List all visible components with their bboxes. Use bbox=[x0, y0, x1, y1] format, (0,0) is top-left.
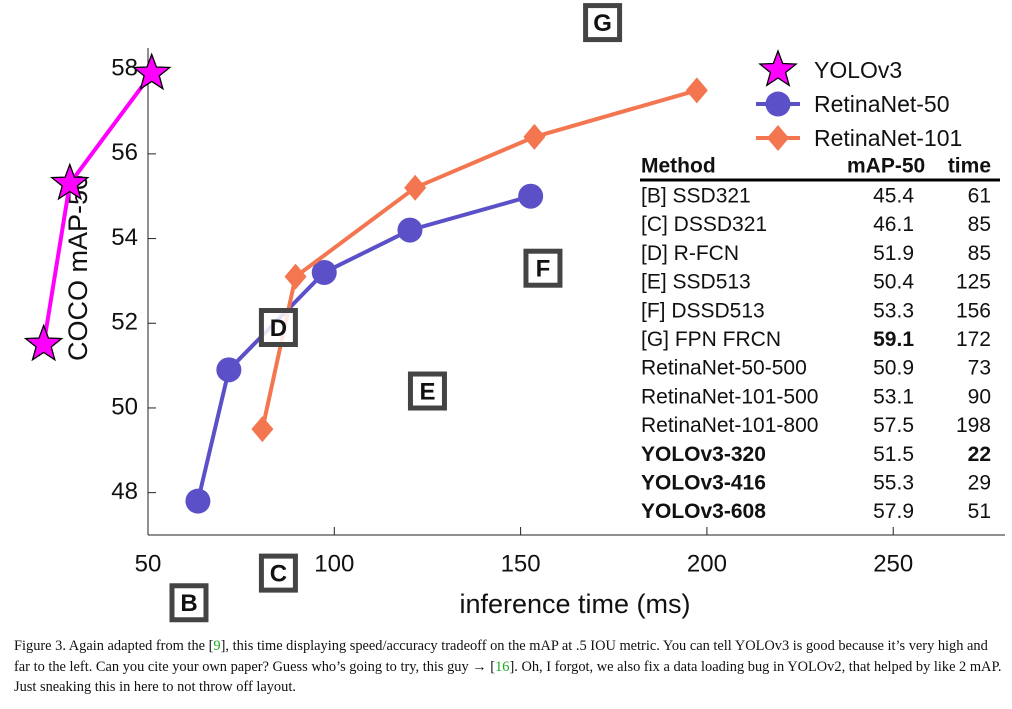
y-tick-label: 54 bbox=[111, 224, 138, 251]
legend-label: RetinaNet-101 bbox=[814, 125, 962, 151]
circle-marker bbox=[216, 357, 242, 383]
table-cell: 53.3 bbox=[873, 299, 914, 322]
series-line bbox=[260, 88, 698, 430]
x-tick-label: 50 bbox=[135, 550, 162, 577]
annotation-label: E bbox=[419, 378, 435, 405]
chart: inference time (ms) COCO mAP-50 50 100 150… bbox=[23, 3, 1005, 623]
table-header: time bbox=[948, 155, 991, 178]
table-cell: YOLOv3-416 bbox=[641, 472, 766, 495]
table-cell: 85 bbox=[968, 242, 991, 265]
table-cell: 55.3 bbox=[873, 472, 914, 495]
annotation-box bbox=[258, 307, 298, 347]
table-cell: [C] DSSD321 bbox=[641, 213, 767, 236]
diamond-marker bbox=[404, 174, 427, 201]
table-cell: 51 bbox=[968, 500, 991, 523]
table-cell: 45.4 bbox=[873, 185, 914, 208]
table-cell: 51.5 bbox=[873, 443, 914, 466]
star-marker bbox=[131, 52, 172, 91]
legend-marker bbox=[767, 125, 789, 151]
annotation-box bbox=[523, 248, 563, 288]
table-cell: 85 bbox=[968, 213, 991, 236]
annotation-box bbox=[258, 553, 298, 593]
table-cell: 198 bbox=[956, 414, 991, 437]
x-tick-label: 250 bbox=[873, 550, 913, 577]
table-cell: [F] DSSD513 bbox=[641, 299, 765, 322]
citation: 16 bbox=[495, 658, 510, 675]
star-marker bbox=[49, 162, 90, 201]
legend-marker bbox=[765, 91, 791, 117]
x-axis-label: inference time (ms) bbox=[459, 589, 690, 619]
x-tick-label: 150 bbox=[501, 550, 541, 577]
table-cell: 50.4 bbox=[873, 271, 914, 294]
caption-text: Figure 3. Again adapted from the [ bbox=[14, 638, 214, 654]
annotation-label: F bbox=[536, 256, 551, 283]
table-cell: [B] SSD321 bbox=[641, 185, 751, 208]
annotation-box bbox=[583, 3, 623, 43]
series-line bbox=[195, 194, 532, 502]
caption-text: ]. Oh, I forgot, we also fix a data load… bbox=[14, 658, 1002, 696]
table-cell: 22 bbox=[968, 443, 991, 466]
caption-text: ], this time displaying speed/accuracy t… bbox=[14, 638, 988, 675]
y-tick-label: 50 bbox=[111, 393, 138, 420]
circle-marker bbox=[518, 183, 544, 209]
table-cell: [E] SSD513 bbox=[641, 271, 751, 294]
x-tick-label: 200 bbox=[687, 550, 727, 577]
table-cell: RetinaNet-101-500 bbox=[641, 385, 818, 408]
table-cell: [D] R-FCN bbox=[641, 242, 739, 265]
citation: 9 bbox=[213, 638, 221, 654]
table-cell: 29 bbox=[968, 472, 991, 495]
y-tick-label: 56 bbox=[111, 139, 138, 166]
diamond-marker bbox=[685, 77, 708, 104]
table-cell: 125 bbox=[956, 271, 991, 294]
table-cell: [G] FPN FRCN bbox=[641, 328, 781, 351]
table-cell: RetinaNet-50-500 bbox=[641, 357, 807, 380]
annotation-label: B bbox=[180, 590, 197, 617]
table-cell: 61 bbox=[968, 185, 991, 208]
table-cell: 46.1 bbox=[873, 213, 914, 236]
legend-label: YOLOv3 bbox=[814, 57, 902, 83]
table-cell: 50.9 bbox=[873, 357, 914, 380]
annotation-label: G bbox=[593, 10, 612, 37]
table-cell: 57.9 bbox=[873, 500, 914, 523]
x-tick-label: 100 bbox=[314, 550, 354, 577]
y-tick-label: 48 bbox=[111, 478, 138, 505]
diamond-marker bbox=[523, 123, 546, 150]
table-cell: 156 bbox=[956, 299, 991, 322]
annotation-box bbox=[169, 583, 209, 623]
circle-marker bbox=[397, 217, 423, 243]
table-cell: YOLOv3-608 bbox=[641, 500, 766, 523]
legend-label: RetinaNet-50 bbox=[814, 91, 950, 117]
star-marker bbox=[23, 323, 64, 362]
table-cell: 73 bbox=[968, 357, 991, 380]
table-header: Method bbox=[641, 155, 716, 178]
annotation-label: D bbox=[270, 315, 287, 342]
table-cell: 57.5 bbox=[873, 414, 914, 437]
series-line bbox=[41, 72, 154, 345]
legend-marker bbox=[758, 49, 798, 87]
table-cell: 53.1 bbox=[873, 385, 914, 408]
table-cell: 59.1 bbox=[873, 328, 914, 351]
table-header: mAP-50 bbox=[847, 155, 925, 178]
y-tick-label: 52 bbox=[111, 309, 138, 336]
circle-marker bbox=[311, 259, 337, 285]
diamond-marker bbox=[251, 416, 274, 443]
circle-marker bbox=[185, 488, 211, 514]
annotation-label: C bbox=[270, 560, 287, 587]
table-cell: 90 bbox=[968, 385, 991, 408]
table-cell: RetinaNet-101-800 bbox=[641, 414, 818, 437]
table-cell: 172 bbox=[956, 328, 991, 351]
diamond-marker bbox=[284, 263, 307, 290]
table-cell: 51.9 bbox=[873, 242, 914, 265]
table-cell: YOLOv3-320 bbox=[641, 443, 766, 466]
annotation-box bbox=[407, 371, 447, 411]
figure-caption: Figure 3. Again adapted from the [9], th… bbox=[14, 636, 1002, 698]
